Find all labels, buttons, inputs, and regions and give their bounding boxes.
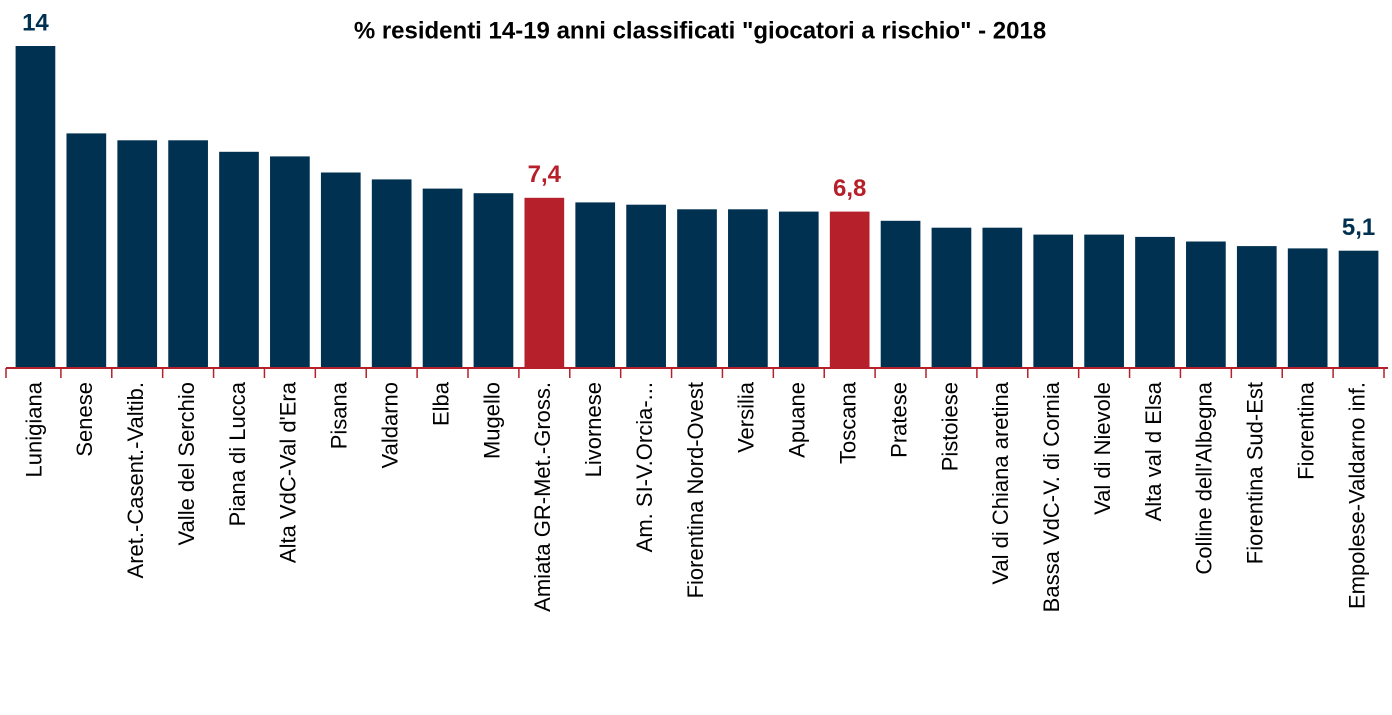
x-tick-label: Valdarno [377,382,402,468]
bar [66,133,107,368]
value-label: 6,8 [833,175,866,202]
bar [1084,234,1124,368]
bar [117,140,158,368]
x-tick-label: Fiorentina Nord-Ovest [683,382,708,598]
x-tick-label: Am. SI-V.Orcia-... [632,382,657,552]
bar [320,172,361,368]
x-tick-label: Lunigiana [21,381,46,477]
bar [677,209,717,368]
bar [1186,241,1226,368]
x-tick-label: Empolese-Valdarno inf. [1344,382,1369,609]
x-tick-label: Fiorentina [1293,381,1318,480]
bar [880,220,921,368]
bar [15,46,56,368]
x-tick-label: Senese [72,382,97,457]
value-label: 5,1 [1342,214,1375,241]
x-tick-label: Mugello [479,382,504,459]
bar [1033,234,1074,368]
x-tick-label: Pistoiese [937,382,962,471]
bar [1236,246,1277,368]
x-tick-label: Elba [428,381,453,426]
x-tick-label: Fiorentina Sud-Est [1243,382,1268,564]
bar [270,156,310,368]
bar [422,188,463,368]
chart-title: % residenti 14-19 anni classificati "gio… [354,17,1046,44]
x-tick-label: Apuane [785,382,810,458]
bar [219,151,259,368]
x-tick-label: Val di Chiana aretina [988,381,1013,584]
x-tick-label: Val di Nievole [1090,382,1115,515]
x-tick-label: Versilia [734,381,759,453]
x-tick-label: Livornese [581,382,606,477]
x-tick-label: Aret.-Casent.-Valtib. [123,382,148,578]
x-tick-label: Alta val d Elsa [1141,381,1166,521]
x-tick-label: Toscana [835,381,860,464]
bar [931,227,972,368]
x-tick-label: Amiata GR-Met.-Gross. [530,382,555,612]
bar [524,197,565,368]
value-label: 14 [22,9,49,36]
bar [371,179,412,368]
bar [728,209,768,368]
bar [1338,250,1379,368]
x-tick-label: Pisana [327,381,352,449]
bar [829,211,870,368]
bar [626,204,666,368]
x-tick-label: Pratese [886,382,911,458]
bar [1135,236,1175,368]
x-tick-label: Piana di Lucca [225,381,250,526]
x-tick-label: Colline dell'Albegna [1192,381,1217,574]
x-tick-label: Valle del Serchio [174,382,199,545]
bar [1287,248,1328,368]
value-label: 7,4 [528,161,562,188]
x-tick-label: Bassa VdC-V. di Cornia [1039,381,1064,612]
bar [168,140,208,368]
bar [982,227,1023,368]
bar [575,202,616,368]
x-tick-label: Alta VdC-Val d'Era [276,381,301,563]
bar [778,211,819,368]
bar [473,193,514,368]
